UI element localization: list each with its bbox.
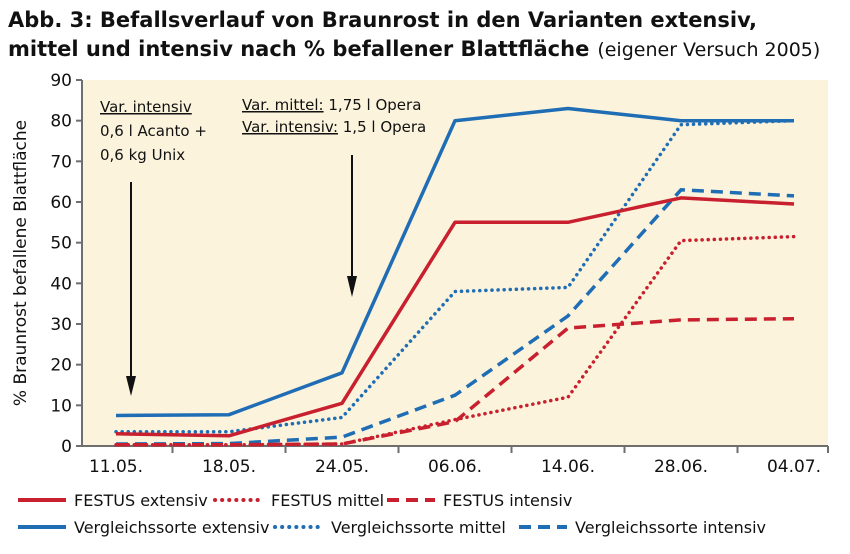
- legend: FESTUS extensiv FESTUS mittel FESTUS inten…: [18, 491, 766, 537]
- legend-label: FESTUS intensiv: [443, 491, 572, 510]
- y-axis-label: % Braunrost befallene Blattfläche: [11, 120, 31, 406]
- annotations: Var. intensiv 0,6 l Acanto + 0,6 kg Unix Va…: [100, 96, 426, 396]
- y-tick-label: 40: [50, 274, 72, 294]
- x-tick-label: 11.05.: [89, 457, 143, 477]
- y-tick-label: 0: [61, 437, 72, 457]
- annotation-arrow-head: [126, 376, 136, 396]
- y-tick-label: 70: [50, 152, 72, 172]
- axes: 0 10 20 30 40 50 60 70 80 90 11.05. 18.05. 24.05. 06.…: [50, 71, 829, 477]
- annotation-text: Var. intensiv: 1,5 l Opera: [242, 118, 426, 136]
- x-tick-label: 24.05.: [315, 457, 369, 477]
- annotation-text: 0,6 kg Unix: [100, 146, 185, 164]
- annotation-text: 0,6 l Acanto +: [100, 122, 207, 140]
- series-lines: [114, 106, 796, 447]
- x-tick-label: 18.05.: [202, 457, 256, 477]
- x-tick-label: 06.06.: [428, 457, 482, 477]
- series-line: [115, 188, 795, 446]
- legend-label: FESTUS extensiv: [74, 491, 208, 510]
- legend-label: Vergleichssorte intensiv: [575, 518, 766, 537]
- legend-label: FESTUS mittel: [271, 491, 384, 510]
- legend-label: Vergleichssorte extensiv: [74, 518, 269, 537]
- chart-title-line2: mittel und intensiv nach % befallener Bl…: [8, 37, 820, 61]
- y-tick-label: 10: [50, 396, 72, 416]
- x-tick-label: 28.06.: [654, 457, 708, 477]
- annotation-text: Var. mittel: 1,75 l Opera: [242, 96, 421, 114]
- y-tick-label: 30: [50, 315, 72, 335]
- y-tick-label: 80: [50, 112, 72, 132]
- x-tick-label: 04.07.: [767, 457, 821, 477]
- annotation-arrow-head: [347, 276, 357, 297]
- y-tick-label: 20: [50, 356, 72, 376]
- x-tick-label: 14.06.: [541, 457, 595, 477]
- series-line: [115, 106, 794, 418]
- annotation-text: Var. intensiv: [100, 98, 192, 116]
- plot-area: [82, 80, 828, 446]
- chart-title-suffix: (eigener Versuch 2005): [597, 39, 820, 61]
- chart-title-line2-bold: mittel und intensiv nach % befallener Bl…: [8, 37, 589, 61]
- y-tick-label: 90: [50, 71, 72, 91]
- series-line: [114, 118, 796, 434]
- legend-label: Vergleichssorte mittel: [331, 518, 506, 537]
- series-line: [115, 196, 795, 438]
- y-tick-label: 60: [50, 193, 72, 213]
- chart-title-line1: Abb. 3: Befallsverlauf von Braunrost in …: [8, 8, 757, 32]
- y-tick-label: 50: [50, 234, 72, 254]
